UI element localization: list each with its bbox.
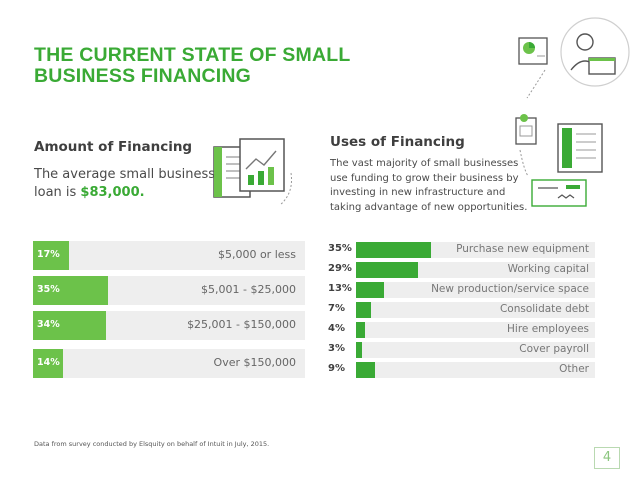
amount-bar xyxy=(33,311,106,340)
amount-bar-category-label: $5,000 or less xyxy=(217,248,296,261)
amount-bar-value-label: 34% xyxy=(37,319,60,330)
documents-icon xyxy=(515,114,603,207)
uses-bar-row: 4% Hire employees xyxy=(328,322,595,338)
amount-bar-row: 35% $5,001 - $25,000 xyxy=(33,276,305,305)
uses-bar-row: 7% Consolidate debt xyxy=(328,302,595,318)
amount-bar-category-label: $25,001 - $150,000 xyxy=(187,318,296,331)
uses-bar-value-label: 4% xyxy=(328,323,345,334)
uses-bar-category-label: Working capital xyxy=(507,263,589,275)
amount-bar-value-label: 14% xyxy=(37,357,60,368)
uses-bar-track: Cover payroll xyxy=(356,342,595,358)
amount-bar xyxy=(33,241,70,270)
uses-heading: Uses of Financing xyxy=(330,134,465,150)
amount-bar-row: 17% $5,000 or less xyxy=(33,241,305,270)
uses-bar-category-label: Cover payroll xyxy=(519,343,589,355)
uses-bar-row: 29% Working capital xyxy=(328,262,595,278)
uses-bar-value-label: 35% xyxy=(328,243,352,254)
uses-bar xyxy=(356,242,431,258)
uses-bar-value-label: 9% xyxy=(328,363,345,374)
page-number: 4 xyxy=(594,447,620,469)
amount-description-text: The average small business loan is xyxy=(34,167,216,200)
page-title-line1: THE CURRENT STATE OF SMALL xyxy=(34,44,351,66)
uses-bar-track: Consolidate debt xyxy=(356,302,595,318)
uses-bar-row: 9% Other xyxy=(328,362,595,378)
uses-bar-category-label: Purchase new equipment xyxy=(456,243,589,255)
amount-bar-category-label: Over $150,000 xyxy=(213,356,296,369)
average-loan-amount: $83,000. xyxy=(80,185,145,200)
amount-bar-value-label: 35% xyxy=(37,284,60,295)
uses-bar xyxy=(356,302,371,318)
uses-bar-row: 3% Cover payroll xyxy=(328,342,595,358)
business-person-icon xyxy=(518,17,630,99)
amount-bar-row: 34% $25,001 - $150,000 xyxy=(33,311,305,340)
uses-bar-category-label: New production/service space xyxy=(431,283,589,295)
uses-bar-row: 35% Purchase new equipment xyxy=(328,242,595,258)
uses-bar-track: Purchase new equipment xyxy=(356,242,595,258)
uses-bar-category-label: Consolidate debt xyxy=(499,303,589,315)
uses-bar xyxy=(356,282,384,298)
uses-bar-track: Working capital xyxy=(356,262,595,278)
amount-bar-value-label: 17% xyxy=(37,249,60,260)
uses-bar-value-label: 13% xyxy=(328,283,352,294)
page-title: THE CURRENT STATE OF SMALL BUSINESS FINA… xyxy=(34,45,350,87)
uses-bar-value-label: 29% xyxy=(328,263,352,274)
uses-bar-track: New production/service space xyxy=(356,282,595,298)
uses-description: The vast majority of small businesses us… xyxy=(330,158,528,213)
uses-bar-track: Hire employees xyxy=(356,322,595,338)
uses-bar-row: 13% New production/service space xyxy=(328,282,595,298)
uses-bar-category-label: Hire employees xyxy=(507,323,589,335)
amount-bar-row: 14% Over $150,000 xyxy=(33,349,305,378)
amount-bar xyxy=(33,276,108,305)
uses-bar xyxy=(356,362,376,378)
amount-bar-category-label: $5,001 - $25,000 xyxy=(201,283,296,296)
uses-bar-track: Other xyxy=(356,362,595,378)
uses-bar-value-label: 7% xyxy=(328,303,345,314)
uses-bar xyxy=(356,342,363,358)
footnote: Data from survey conducted by Elsquity o… xyxy=(34,440,270,448)
uses-bar xyxy=(356,322,365,338)
uses-bar-category-label: Other xyxy=(559,363,589,375)
amount-bar xyxy=(33,349,63,378)
chart-document-icon xyxy=(213,138,292,206)
amount-heading: Amount of Financing xyxy=(34,139,193,155)
uses-bar xyxy=(356,262,419,278)
page-title-line2: BUSINESS FINANCING xyxy=(34,65,252,87)
amount-description: The average small business loan is $83,0… xyxy=(34,166,224,202)
uses-bar-value-label: 3% xyxy=(328,343,345,354)
